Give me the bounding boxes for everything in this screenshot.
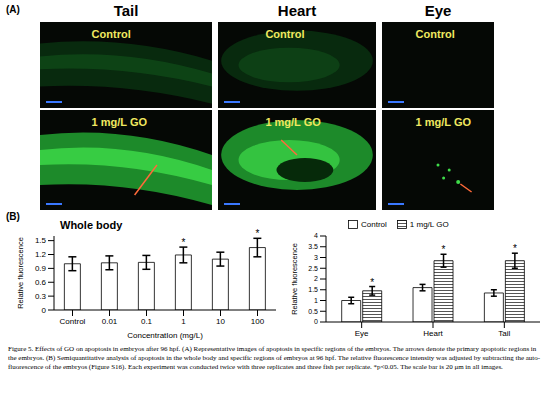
svg-text:Control: Control [265, 28, 304, 40]
svg-text:ConcentratIon (mg/L): ConcentratIon (mg/L) [127, 331, 203, 340]
html-text:Heart: Heart [277, 2, 317, 19]
svg-text:*: * [255, 228, 259, 239]
svg-text:3: 3 [314, 254, 318, 261]
svg-text:Relative fluorescence: Relative fluorescence [16, 237, 25, 309]
svg-text:Relative fluorescence: Relative fluorescence [290, 243, 299, 315]
svg-text:0.5: 0.5 [308, 308, 318, 315]
svg-text:1.5: 1.5 [35, 236, 47, 245]
svg-text:Heart: Heart [423, 329, 443, 338]
svg-text:1 mg/L GO: 1 mg/L GO [92, 116, 148, 128]
svg-text:0.01: 0.01 [102, 317, 118, 326]
html-text:Figure 5. Effects of GO on apo: Figure 5. Effects of GO on apoptosis in … [8, 345, 541, 371]
html-text:Eye: Eye [424, 2, 452, 19]
svg-text:2: 2 [314, 275, 318, 282]
svg-text:*: * [370, 277, 374, 288]
html-text:Whole body: Whole body [60, 219, 123, 231]
svg-text:1: 1 [181, 317, 186, 326]
svg-text:Eye: Eye [355, 329, 369, 338]
svg-text:1.2: 1.2 [35, 250, 47, 259]
html-text:Tail: Tail [113, 2, 139, 19]
svg-text:100: 100 [251, 317, 265, 326]
svg-text:1.5: 1.5 [308, 286, 318, 293]
svg-text:0.6: 0.6 [35, 278, 47, 287]
svg-text:1 mg/L GO: 1 mg/L GO [265, 116, 321, 128]
svg-text:2.5: 2.5 [308, 265, 318, 272]
svg-text:1 mg/L GO: 1 mg/L GO [416, 116, 472, 128]
svg-text:0: 0 [314, 318, 318, 325]
svg-text:0.1: 0.1 [141, 317, 153, 326]
svg-text:1: 1 [314, 297, 318, 304]
html-text:(A): (A) [6, 4, 20, 15]
svg-text:3.5: 3.5 [308, 243, 318, 250]
svg-text:0.3: 0.3 [35, 292, 47, 301]
svg-text:Control: Control [92, 28, 131, 40]
svg-text:0: 0 [42, 306, 47, 315]
svg-text:*: * [513, 243, 517, 254]
html-text:1 mg/L GO: 1 mg/L GO [409, 220, 449, 229]
svg-text:*: * [442, 244, 446, 255]
svg-text:10: 10 [216, 317, 225, 326]
html-text:Control: Control [361, 220, 387, 229]
svg-text:*: * [181, 237, 185, 248]
html-text:(B): (B) [6, 211, 20, 222]
svg-text:Tail: Tail [498, 329, 510, 338]
svg-text:Control: Control [416, 28, 455, 40]
svg-text:0.9: 0.9 [35, 264, 47, 273]
svg-text:Control: Control [60, 317, 86, 326]
svg-text:4: 4 [314, 232, 318, 239]
